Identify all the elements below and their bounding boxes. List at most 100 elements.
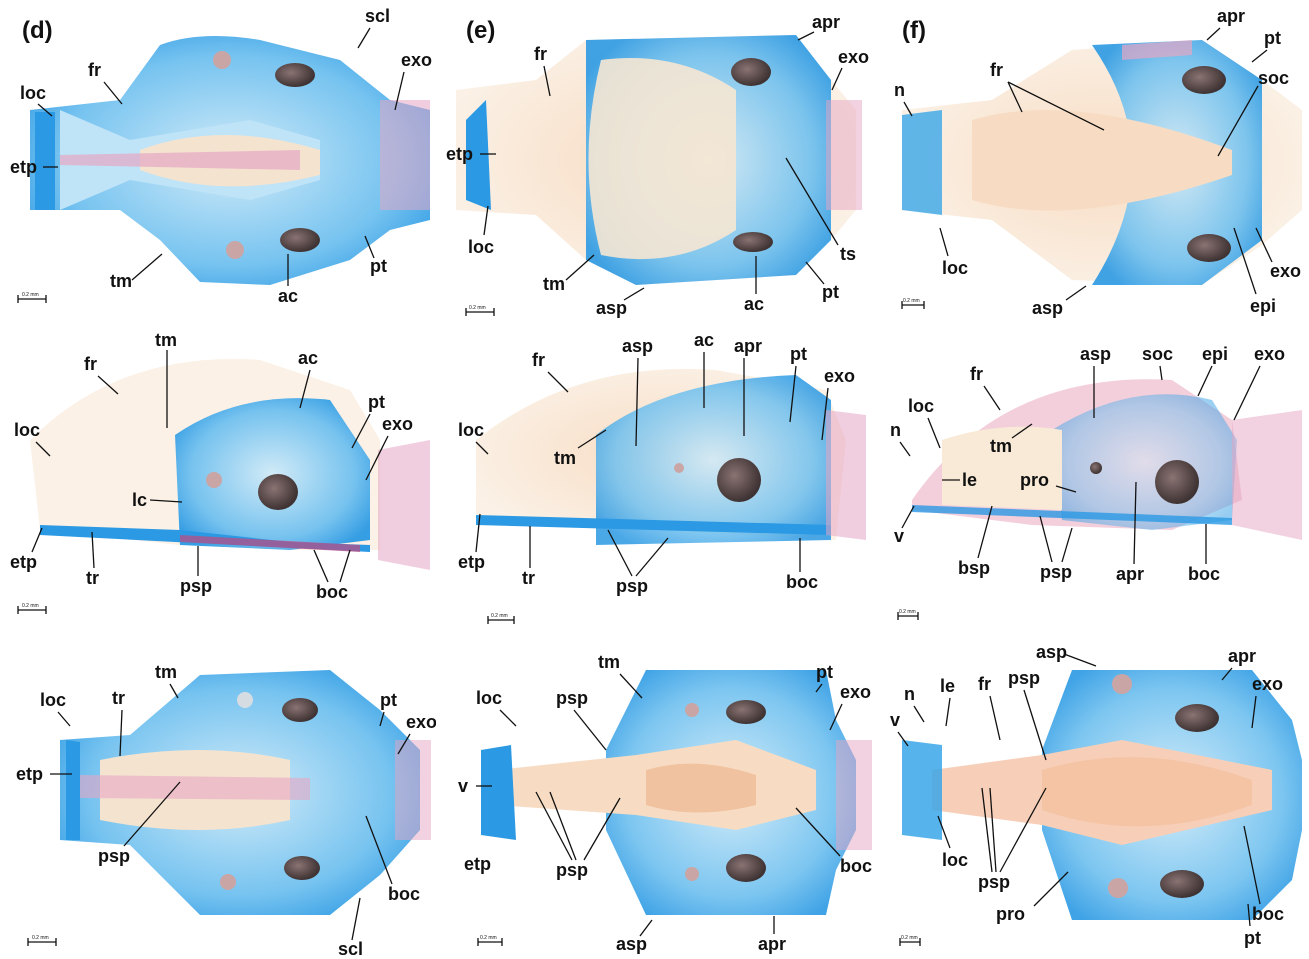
label-asp: asp [622, 336, 653, 356]
label-tm: tm [543, 274, 565, 294]
label-pt: pt [370, 256, 387, 276]
label-lc: lc [132, 490, 147, 510]
svg-text:0.2 mm: 0.2 mm [899, 609, 916, 615]
label-n: n [894, 80, 905, 100]
label-ts: ts [840, 244, 856, 264]
label-exo: exo [838, 47, 869, 67]
annotations: tm pt loc psp exo v etp psp boc asp apr [458, 652, 872, 954]
label-apr: apr [812, 12, 840, 32]
scale-bar: 0.2 mm [897, 609, 919, 620]
label-pro: pro [996, 904, 1025, 924]
label-apr: apr [734, 336, 762, 356]
label-fr: fr [970, 364, 983, 384]
annotations: asp apr n le fr psp exo v loc psp pro bo… [890, 642, 1284, 948]
label-apr: apr [1228, 646, 1256, 666]
label-loc: loc [40, 690, 66, 710]
label-exo: exo [1252, 674, 1283, 694]
label-pt: pt [1264, 28, 1281, 48]
label-fr: fr [84, 354, 97, 374]
label-asp: asp [616, 934, 647, 954]
label-fr: fr [534, 44, 547, 64]
annotations: fr asp soc epi exo loc n tm le pro v bsp… [890, 344, 1285, 584]
label-ac: ac [744, 294, 764, 314]
label-loc: loc [942, 258, 968, 278]
label-le: le [962, 470, 977, 490]
label-tr: tr [522, 568, 535, 588]
label-ac: ac [298, 348, 318, 368]
scale-bar: 0.2 mm [901, 298, 925, 309]
panel-f-dorsal: (f) apr pt fr soc n loc exo asp epi 0.2 … [872, 0, 1309, 320]
scale-bar: 0.2 mm [899, 935, 921, 946]
panel-e-lateral: fr asp ac apr pt exo loc tm etp tr psp b… [436, 320, 872, 630]
label-boc: boc [1252, 904, 1284, 924]
label-pt: pt [380, 690, 397, 710]
label-soc: soc [1258, 68, 1289, 88]
label-scl: scl [365, 6, 390, 26]
panel-e-dorsal: (e) apr fr exo etp loc ts tm asp ac pt 0… [436, 0, 872, 320]
svg-text:0.2 mm: 0.2 mm [903, 298, 920, 304]
svg-text:0.2 mm: 0.2 mm [491, 613, 508, 619]
specimen-image [30, 36, 430, 285]
specimen-image [456, 35, 862, 285]
panel-d-lateral: tm ac fr pt loc exo lc etp tr psp boc 0.… [0, 320, 436, 630]
label-etp: etp [464, 854, 491, 874]
scale-bar: 0.2 mm [27, 935, 57, 946]
label-loc: loc [468, 237, 494, 257]
label-exo: exo [401, 50, 432, 70]
scale-bar: 0.2 mm [17, 603, 47, 614]
label-psp: psp [1008, 668, 1040, 688]
label-tm: tm [598, 652, 620, 672]
label-psp: psp [616, 576, 648, 596]
label-loc: loc [476, 688, 502, 708]
svg-text:0.2 mm: 0.2 mm [32, 935, 49, 941]
label-boc: boc [316, 582, 348, 602]
label-etp: etp [458, 552, 485, 572]
label-etp: etp [16, 764, 43, 784]
label-tr: tr [112, 688, 125, 708]
label-bsp: bsp [958, 558, 990, 578]
panel-d-dorsal: (d) scl fr exo loc etp tm ac pt 0.2 mm [0, 0, 436, 320]
annotations: apr pt fr soc n loc exo asp epi [894, 6, 1301, 318]
scale-bar: 0.2 mm [465, 305, 495, 316]
label-psp-2: psp [978, 872, 1010, 892]
label-tm: tm [990, 436, 1012, 456]
annotations: fr asp ac apr pt exo loc tm etp tr psp b… [458, 330, 855, 596]
specimen-image [60, 670, 431, 915]
label-loc: loc [458, 420, 484, 440]
specimen-image [902, 40, 1302, 285]
svg-text:0.2 mm: 0.2 mm [480, 935, 497, 941]
annotations: apr fr exo etp loc ts tm asp ac pt [446, 12, 869, 318]
label-boc: boc [1188, 564, 1220, 584]
label-fr: fr [990, 60, 1003, 80]
label-loc: loc [14, 420, 40, 440]
svg-text:0.2 mm: 0.2 mm [469, 305, 486, 311]
specimen-image [476, 368, 866, 545]
panel-e-ventral: tm pt loc psp exo v etp psp boc asp apr … [436, 630, 872, 959]
svg-text:0.2 mm: 0.2 mm [22, 603, 39, 609]
label-boc: boc [840, 856, 872, 876]
label-scl: scl [338, 939, 363, 959]
label-pro: pro [1020, 470, 1049, 490]
label-asp: asp [1036, 642, 1067, 662]
label-exo: exo [382, 414, 413, 434]
label-soc: soc [1142, 344, 1173, 364]
panel-label-d: (d) [22, 17, 53, 44]
specimen-image [481, 670, 872, 915]
svg-text:0.2 mm: 0.2 mm [901, 935, 918, 941]
label-n: n [904, 684, 915, 704]
label-exo: exo [840, 682, 871, 702]
label-v: v [890, 710, 900, 730]
label-epi: epi [1250, 296, 1276, 316]
label-loc: loc [942, 850, 968, 870]
label-tm: tm [554, 448, 576, 468]
label-psp: psp [556, 688, 588, 708]
label-exo: exo [1270, 261, 1301, 281]
panel-label-e: (e) [466, 17, 495, 44]
specimen-image [30, 359, 430, 570]
label-tr: tr [86, 568, 99, 588]
label-pt: pt [368, 392, 385, 412]
label-tm: tm [155, 662, 177, 682]
label-boc: boc [786, 572, 818, 592]
label-etp: etp [10, 552, 37, 572]
label-le: le [940, 676, 955, 696]
